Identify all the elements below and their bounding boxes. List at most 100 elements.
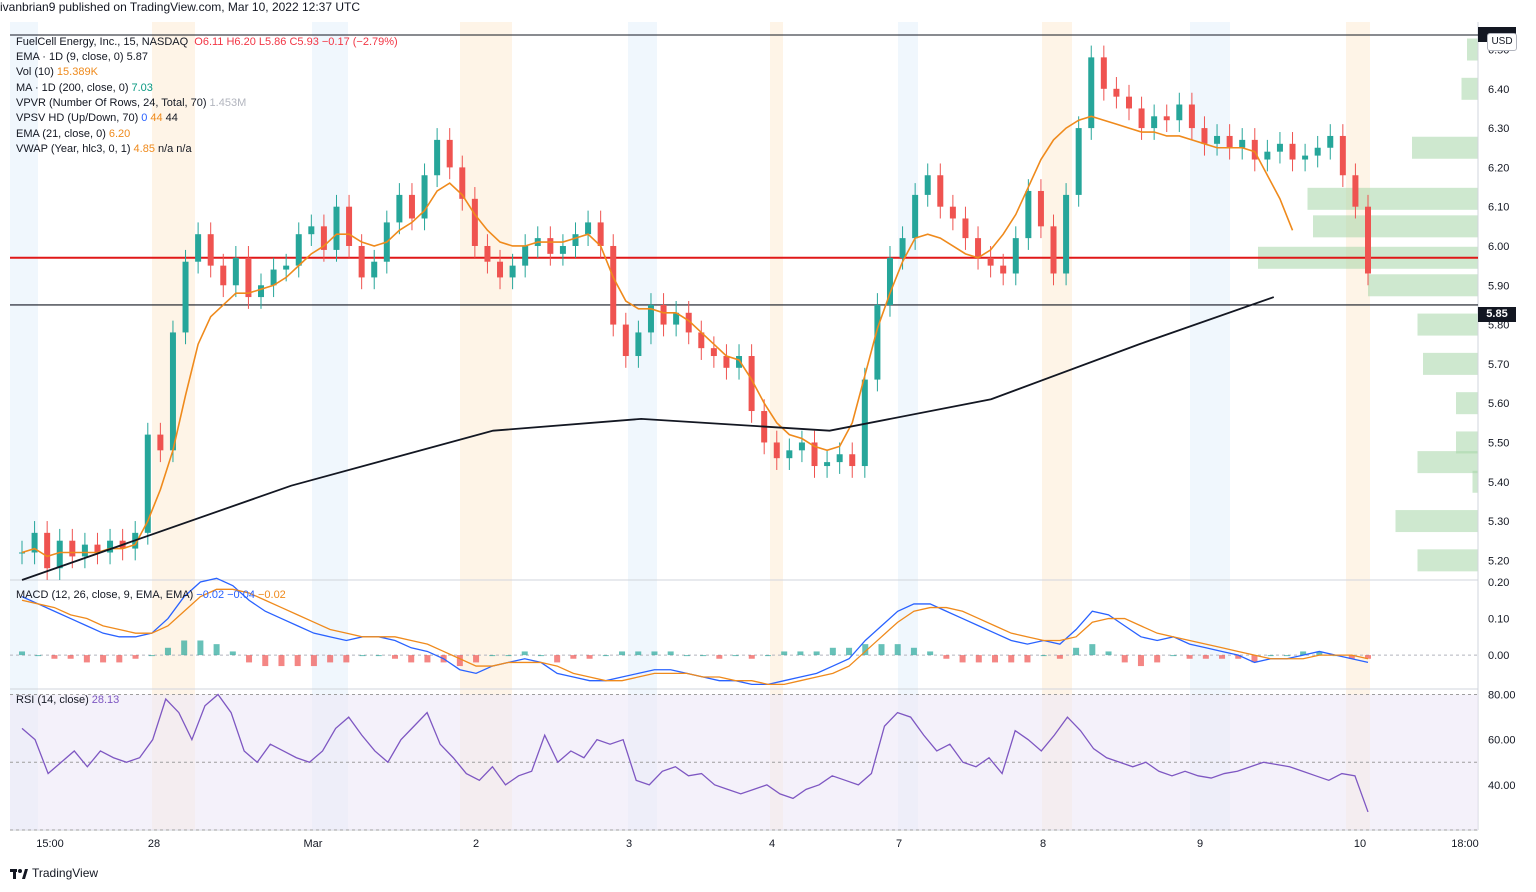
candle-body	[245, 257, 252, 298]
candle-body	[484, 245, 491, 262]
legend-ma1d-row[interactable]: MA · 1D (200, close, 0) 7.03	[16, 81, 153, 96]
candle-body	[1088, 57, 1095, 129]
candle-body	[949, 206, 956, 219]
time-tick-label: 7	[896, 838, 902, 850]
candle-body	[232, 257, 239, 286]
candle-body	[320, 226, 327, 250]
macd-histogram-bar	[67, 655, 74, 659]
candle-body	[446, 139, 453, 168]
candle-body	[1226, 135, 1233, 148]
legend-macd-v1: −0.02	[196, 589, 225, 601]
macd-tick-label: 0.00	[1488, 650, 1509, 662]
candle-body	[987, 257, 994, 266]
macd-histogram-bar	[1267, 655, 1274, 657]
ema-line	[21, 115, 1294, 558]
candle-body	[673, 312, 680, 325]
volume-profile-bar	[1423, 352, 1478, 375]
macd-tick-label: 0.20	[1488, 577, 1509, 589]
price-tick-label: 6.10	[1488, 202, 1509, 214]
macd-histogram-bar	[975, 655, 982, 663]
legend-vpsv-row[interactable]: VPSV HD (Up/Down, 70) 0 44 44	[16, 111, 178, 126]
candle-body	[408, 194, 415, 219]
candle-body	[434, 139, 441, 176]
rsi-tick-label: 80.00	[1488, 690, 1516, 702]
legend-rsi-value: 28.13	[91, 694, 120, 706]
volume-profile-bar	[1472, 470, 1478, 493]
price-tick-label: 5.30	[1488, 516, 1509, 528]
legend-macd-row[interactable]: MACD (12, 26, close, 9, EMA, EMA) −0.02 −0…	[16, 588, 286, 603]
price-tick-label: 5.90	[1488, 280, 1509, 292]
price-tick-label: 5.20	[1488, 555, 1509, 567]
macd-histogram-bar	[1300, 651, 1307, 656]
candle-body	[635, 332, 642, 357]
candle-body	[924, 175, 931, 195]
macd-histogram-bar	[424, 655, 431, 663]
candle-body	[861, 379, 868, 467]
price-tick-label: 6.20	[1488, 162, 1509, 174]
candle-body	[459, 167, 466, 199]
candle-body	[1176, 104, 1183, 121]
candle-body	[270, 269, 277, 286]
legend-ema21-value: 6.20	[108, 128, 131, 140]
macd-histogram-bar	[554, 655, 561, 663]
currency-button[interactable]: USD	[1487, 33, 1517, 51]
candle-body	[157, 434, 164, 451]
volume-profile-bar	[1307, 187, 1478, 210]
tradingview-logo[interactable]: TradingView	[10, 866, 98, 880]
legend-rsi-label: RSI (14, close)	[16, 694, 89, 706]
macd-histogram-bar	[862, 644, 869, 656]
macd-histogram-bar	[262, 655, 269, 667]
candle-body	[1339, 135, 1346, 176]
macd-histogram-bar	[635, 651, 642, 656]
current-price-label: 5.85	[1478, 307, 1516, 322]
rsi-tick-label: 60.00	[1488, 735, 1516, 747]
candle-body	[685, 312, 692, 333]
macd-histogram-bar	[1073, 647, 1080, 656]
macd-histogram-bar	[132, 655, 139, 659]
candle-body	[1251, 139, 1258, 160]
macd-histogram-bar	[294, 655, 301, 667]
legend-vpvr-row[interactable]: VPVR (Number Of Rows, 24, Total, 70) 1.45…	[16, 96, 246, 111]
macd-histogram-bar	[651, 651, 658, 656]
candle-body	[421, 175, 428, 219]
candle-body	[899, 238, 906, 258]
legend-symbol-row: FuelCell Energy, Inc., 15, NASDAQ O6.11 …	[16, 35, 398, 50]
legend-ma1d-label: MA · 1D (200, close, 0)	[16, 82, 129, 94]
macd-signal-line	[21, 588, 1369, 685]
candle-body	[660, 304, 667, 325]
candle-body	[522, 245, 529, 266]
macd-histogram-bar	[1235, 655, 1242, 659]
legend-ema1d-row[interactable]: EMA · 1D (9, close, 0) 5.87	[16, 50, 148, 65]
volume-profile-bar	[1467, 38, 1478, 61]
candle-body	[81, 544, 88, 557]
macd-histogram-bar	[700, 655, 707, 657]
time-tick-label: 2	[473, 838, 479, 850]
volume-profile-bar	[1417, 549, 1478, 572]
macd-histogram-bar	[1365, 655, 1371, 659]
macd-histogram-bar	[1154, 655, 1161, 663]
candle-body	[849, 454, 856, 467]
legend-symbol[interactable]: FuelCell Energy, Inc., 15, NASDAQ	[16, 36, 189, 48]
macd-histogram-bar	[910, 647, 917, 656]
legend-rsi-row[interactable]: RSI (14, close) 28.13	[16, 693, 119, 708]
candle-body	[811, 442, 818, 467]
macd-histogram-bar	[197, 640, 204, 656]
macd-histogram-bar	[1283, 655, 1290, 657]
candle-body	[622, 324, 629, 357]
candle-body	[1188, 104, 1195, 129]
legend-vol-row[interactable]: Vol (10) 15.389K	[16, 65, 98, 80]
candle-body	[195, 234, 202, 262]
macd-histogram-bar	[1105, 651, 1112, 656]
legend-ema21-row[interactable]: EMA (21, close, 0) 6.20	[16, 127, 130, 142]
candle-body	[572, 234, 579, 246]
legend-vwap-row[interactable]: VWAP (Year, hlc3, 0, 1) 4.85 n/a n/a	[16, 142, 192, 157]
session-shade	[770, 22, 783, 830]
time-tick-label: 10	[1354, 838, 1366, 850]
candle-body	[1151, 116, 1158, 129]
macd-histogram-bar	[229, 651, 236, 656]
macd-histogram-bar	[619, 651, 626, 656]
volume-profile-bar	[1456, 431, 1478, 454]
legend-vpsv-v1: 0	[141, 112, 148, 124]
macd-histogram-bar	[602, 655, 609, 657]
